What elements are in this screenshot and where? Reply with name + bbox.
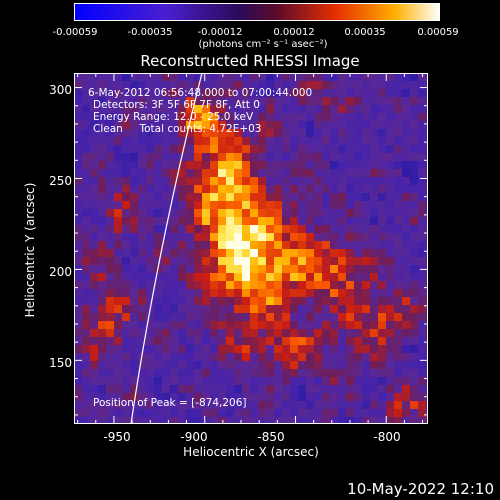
colorbar-tick-label: 0.00035 bbox=[344, 27, 386, 38]
y-tick-label: 150 bbox=[49, 356, 72, 370]
x-axis-label: Heliocentric X (arcsec) bbox=[183, 445, 319, 459]
colorbar-units-label: (photons cm⁻² s⁻¹ asec⁻²) bbox=[198, 39, 328, 50]
time-range-annotation: 6-May-2012 06:56:48.000 to 07:00:44.000 bbox=[88, 87, 313, 99]
plot-title: Reconstructed RHESSI Image bbox=[140, 52, 360, 70]
heatmap-image bbox=[74, 73, 428, 424]
axis-tick-marks bbox=[74, 73, 428, 424]
x-tick-label: -950 bbox=[103, 430, 131, 444]
colorbar-tick-label: -0.00035 bbox=[127, 27, 173, 38]
energy-range-annotation: Energy Range: 12.0 - 25.0 keV bbox=[93, 111, 254, 123]
colorbar-tick-label: -0.00012 bbox=[197, 27, 243, 38]
colorbar-tick-label: -0.00059 bbox=[52, 27, 98, 38]
peak-position-annotation: Position of Peak = [-874,206] bbox=[93, 397, 247, 409]
y-tick-label: 200 bbox=[49, 265, 72, 279]
render-timestamp: 10-May-2022 12:10 bbox=[347, 480, 494, 498]
x-tick-label: -850 bbox=[257, 430, 285, 444]
solar-limb-curve bbox=[130, 73, 203, 424]
colorbar-tick-label: 0.00012 bbox=[273, 27, 315, 38]
x-tick-label: -800 bbox=[373, 430, 401, 444]
image-plot-area: 6-May-2012 06:56:48.000 to 07:00:44.000 … bbox=[74, 73, 428, 424]
clean-counts-annotation: Clean Total counts: 4.72E+03 bbox=[93, 123, 262, 135]
colorbar-tick-label: 0.00059 bbox=[417, 27, 459, 38]
colorbar bbox=[74, 3, 440, 21]
y-axis-label: Heliocentric Y (arcsec) bbox=[23, 182, 37, 318]
x-tick-label: -900 bbox=[180, 430, 208, 444]
detectors-annotation: Detectors: 3F 5F 6F 7F 8F, Att 0 bbox=[93, 99, 260, 111]
y-tick-label: 300 bbox=[49, 83, 72, 97]
y-tick-label: 250 bbox=[49, 174, 72, 188]
